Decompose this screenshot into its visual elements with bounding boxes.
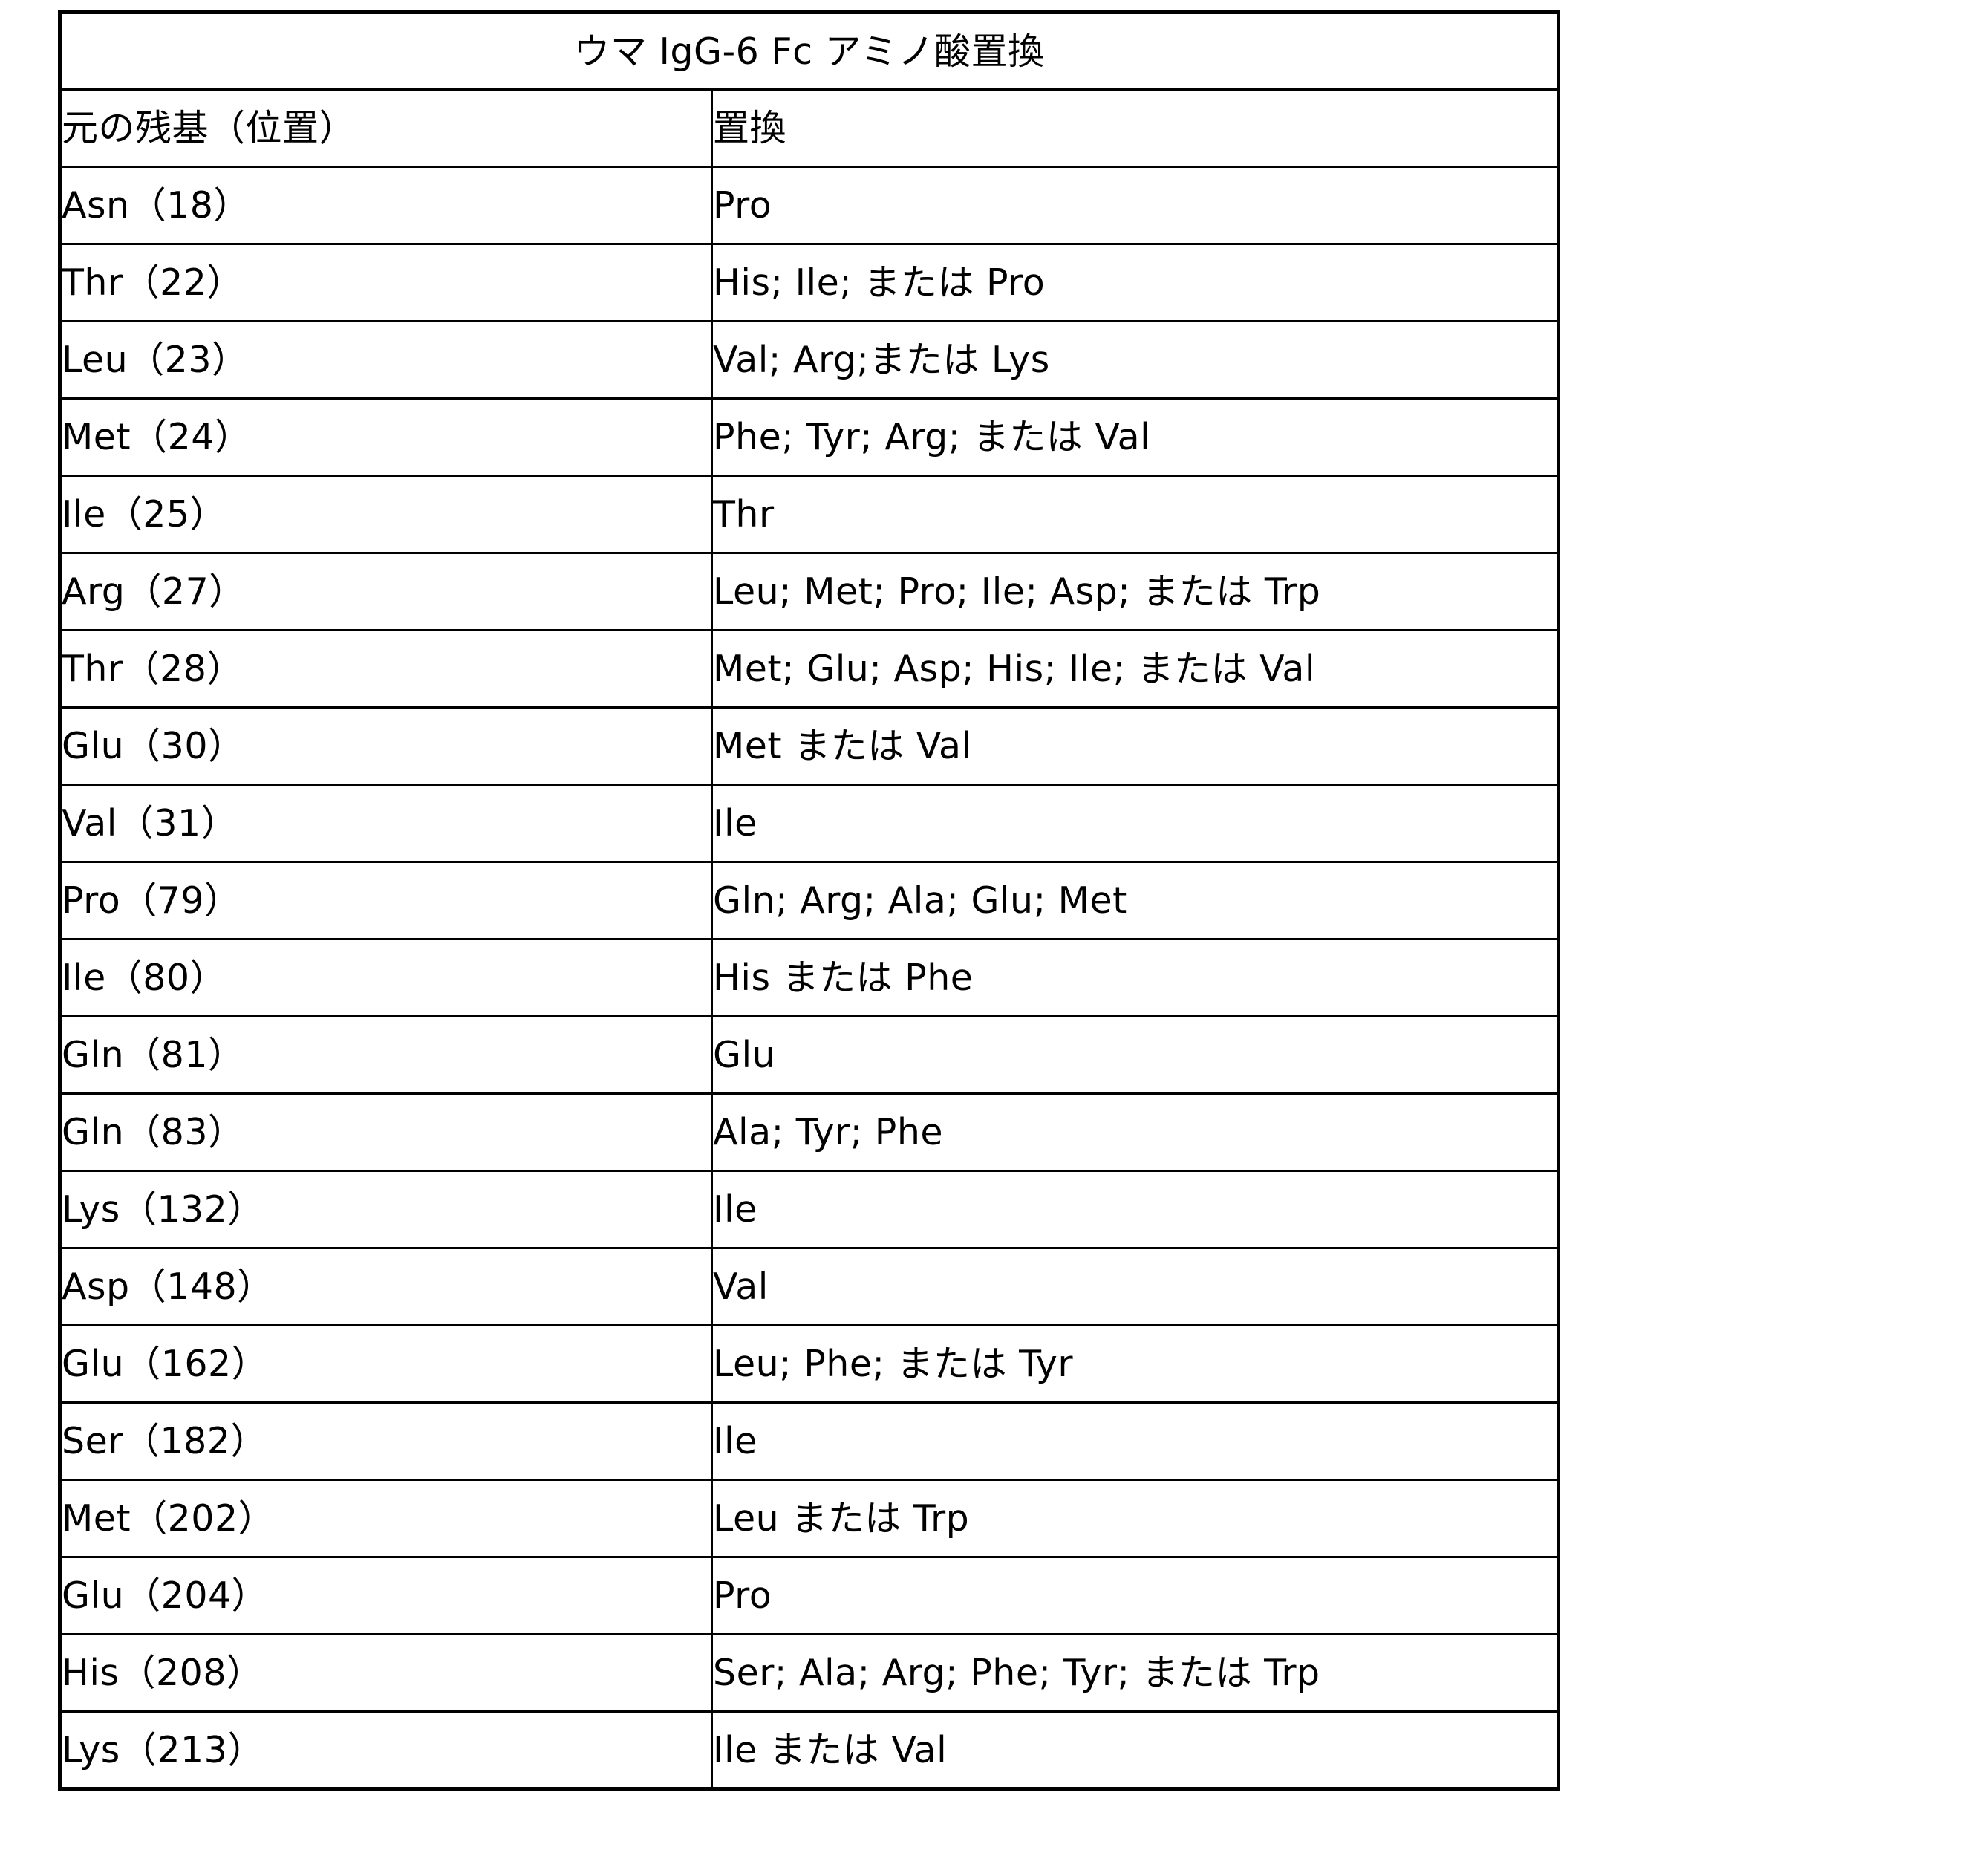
table-title: ウマ IgG-6 Fc アミノ酸置換 xyxy=(58,11,1560,91)
cell-original-residue: Ile（25） xyxy=(59,475,713,554)
table-row: Thr（28） Met; Glu; Asp; His; Ile; または Val xyxy=(59,629,1560,709)
column-header-substitution: 置換 xyxy=(710,88,1560,168)
cell-original-residue: His（208） xyxy=(59,1633,713,1713)
cell-original-residue: Gln（81） xyxy=(59,1015,713,1095)
amino-acid-substitution-table: ウマ IgG-6 Fc アミノ酸置換 元の残基（位置） 置換 Asn（18） P… xyxy=(58,10,1561,1791)
cell-original-residue: Asp（148） xyxy=(59,1247,713,1326)
cell-original-residue: Glu（204） xyxy=(59,1556,713,1635)
cell-substitution: Ile xyxy=(710,784,1560,863)
cell-substitution: Pro xyxy=(710,1556,1560,1635)
table-row: Met（202） Leu または Trp xyxy=(59,1479,1560,1558)
cell-original-residue: Gln（83） xyxy=(59,1092,713,1172)
cell-original-residue: Glu（30） xyxy=(59,706,713,786)
table-row: Leu（23） Val; Arg;または Lys xyxy=(59,320,1560,400)
table-row: Glu（162） Leu; Phe; または Tyr xyxy=(59,1324,1560,1404)
cell-original-residue: Lys（213） xyxy=(59,1710,713,1791)
table-row: Gln（83） Ala; Tyr; Phe xyxy=(59,1092,1560,1172)
table-header-row: 元の残基（位置） 置換 xyxy=(59,88,1560,168)
cell-original-residue: Arg（27） xyxy=(59,552,713,631)
table-row: Lys（213） Ile または Val xyxy=(59,1710,1560,1791)
cell-original-residue: Ile（80） xyxy=(59,938,713,1017)
cell-original-residue: Met（24） xyxy=(59,397,713,477)
cell-substitution: Met または Val xyxy=(710,706,1560,786)
cell-substitution: Val xyxy=(710,1247,1560,1326)
cell-substitution: Ile または Val xyxy=(710,1710,1560,1791)
table-row: Asp（148） Val xyxy=(59,1247,1560,1326)
cell-substitution: His または Phe xyxy=(710,938,1560,1017)
table-row: Asn（18） Pro xyxy=(59,166,1560,245)
cell-original-residue: Met（202） xyxy=(59,1479,713,1558)
table-row: Val（31） Ile xyxy=(59,784,1560,863)
table-row: His（208） Ser; Ala; Arg; Phe; Tyr; または Tr… xyxy=(59,1633,1560,1713)
cell-original-residue: Lys（132） xyxy=(59,1170,713,1249)
table-row: Gln（81） Glu xyxy=(59,1015,1560,1095)
table-row: Lys（132） Ile xyxy=(59,1170,1560,1249)
table-row: Pro（79） Gln; Arg; Ala; Glu; Met xyxy=(59,861,1560,940)
cell-substitution: Ile xyxy=(710,1401,1560,1481)
cell-original-residue: Thr（28） xyxy=(59,629,713,709)
cell-original-residue: Pro（79） xyxy=(59,861,713,940)
cell-original-residue: Thr（22） xyxy=(59,243,713,322)
cell-substitution: Ser; Ala; Arg; Phe; Tyr; または Trp xyxy=(710,1633,1560,1713)
substitution-table-container: ウマ IgG-6 Fc アミノ酸置換 元の残基（位置） 置換 Asn（18） P… xyxy=(58,10,1561,1791)
cell-original-residue: Val（31） xyxy=(59,784,713,863)
table-title-row: ウマ IgG-6 Fc アミノ酸置換 xyxy=(58,11,1560,91)
cell-substitution: Leu; Met; Pro; Ile; Asp; または Trp xyxy=(710,552,1560,631)
table-row: Arg（27） Leu; Met; Pro; Ile; Asp; または Trp xyxy=(59,552,1560,631)
table-row: Thr（22） His; Ile; または Pro xyxy=(59,243,1560,322)
cell-original-residue: Asn（18） xyxy=(59,166,713,245)
cell-substitution: Glu xyxy=(710,1015,1560,1095)
table-row: Glu（30） Met または Val xyxy=(59,706,1560,786)
table-row: Glu（204） Pro xyxy=(59,1556,1560,1635)
cell-substitution: Ala; Tyr; Phe xyxy=(710,1092,1560,1172)
cell-original-residue: Glu（162） xyxy=(59,1324,713,1404)
cell-substitution: Val; Arg;または Lys xyxy=(710,320,1560,400)
table-body: ウマ IgG-6 Fc アミノ酸置換 元の残基（位置） 置換 Asn（18） P… xyxy=(58,11,1560,1791)
cell-substitution: Met; Glu; Asp; His; Ile; または Val xyxy=(710,629,1560,709)
cell-substitution: Leu または Trp xyxy=(710,1479,1560,1558)
cell-substitution: Thr xyxy=(710,475,1560,554)
cell-substitution: Pro xyxy=(710,166,1560,245)
cell-substitution: His; Ile; または Pro xyxy=(710,243,1560,322)
cell-original-residue: Leu（23） xyxy=(59,320,713,400)
table-row: Ile（80） His または Phe xyxy=(59,938,1560,1017)
cell-substitution: Leu; Phe; または Tyr xyxy=(710,1324,1560,1404)
table-row: Met（24） Phe; Tyr; Arg; または Val xyxy=(59,397,1560,477)
column-header-original-residue: 元の残基（位置） xyxy=(59,88,713,168)
cell-substitution: Phe; Tyr; Arg; または Val xyxy=(710,397,1560,477)
cell-substitution: Ile xyxy=(710,1170,1560,1249)
table-row: Ile（25） Thr xyxy=(59,475,1560,554)
cell-original-residue: Ser（182） xyxy=(59,1401,713,1481)
cell-substitution: Gln; Arg; Ala; Glu; Met xyxy=(710,861,1560,940)
table-row: Ser（182） Ile xyxy=(59,1401,1560,1481)
